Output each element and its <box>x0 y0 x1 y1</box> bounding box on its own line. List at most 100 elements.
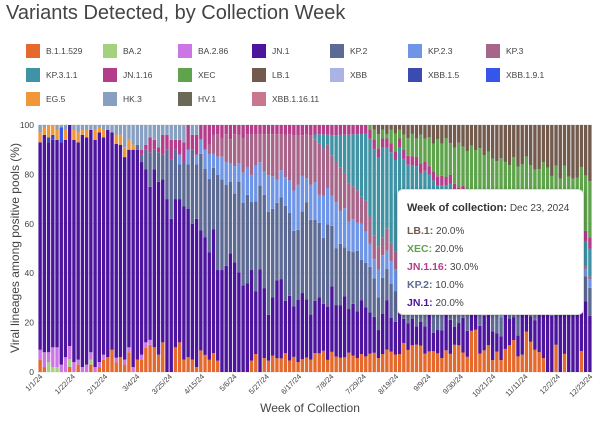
bar-segment[interactable] <box>287 125 292 135</box>
bar-segment[interactable] <box>359 354 364 372</box>
bar-stack[interactable] <box>266 125 271 372</box>
bar-segment[interactable] <box>512 339 516 372</box>
bar-segment[interactable] <box>397 354 402 372</box>
bar-segment[interactable] <box>512 125 516 158</box>
bar-segment[interactable] <box>139 162 144 355</box>
bar-segment[interactable] <box>431 332 436 352</box>
bar-stack[interactable] <box>161 125 165 372</box>
bar-segment[interactable] <box>372 259 376 279</box>
bar-segment[interactable] <box>177 125 182 140</box>
bar-segment[interactable] <box>558 312 562 372</box>
bar-segment[interactable] <box>486 345 491 372</box>
bar-stack[interactable] <box>80 125 85 372</box>
bar-segment[interactable] <box>135 149 140 360</box>
bar-segment[interactable] <box>156 152 161 182</box>
bar-stack[interactable] <box>194 125 199 372</box>
bar-segment[interactable] <box>583 301 588 372</box>
bar-segment[interactable] <box>144 144 148 150</box>
bar-segment[interactable] <box>131 367 135 372</box>
bar-segment[interactable] <box>97 362 102 368</box>
bar-segment[interactable] <box>452 326 457 345</box>
bar-segment[interactable] <box>194 134 199 155</box>
bar-segment[interactable] <box>520 311 524 355</box>
bar-segment[interactable] <box>38 132 42 143</box>
bar-segment[interactable] <box>232 166 237 194</box>
bar-segment[interactable] <box>38 359 42 372</box>
bar-segment[interactable] <box>435 311 440 331</box>
bar-segment[interactable] <box>254 165 258 202</box>
bar-segment[interactable] <box>63 125 68 130</box>
legend-item[interactable]: EG.5 <box>26 92 65 106</box>
bar-segment[interactable] <box>562 285 567 354</box>
bar-segment[interactable] <box>410 156 414 166</box>
bar-segment[interactable] <box>385 125 389 134</box>
legend-item[interactable]: JN.1 <box>252 44 289 58</box>
bar-segment[interactable] <box>342 247 347 297</box>
bar-stack[interactable] <box>351 125 355 372</box>
bar-segment[interactable] <box>275 358 279 372</box>
bar-segment[interactable] <box>232 134 237 167</box>
bar-segment[interactable] <box>262 194 266 289</box>
bar-segment[interactable] <box>89 125 93 130</box>
legend-item[interactable]: BA.2 <box>103 44 141 58</box>
bar-segment[interactable] <box>63 139 68 358</box>
bar-segment[interactable] <box>300 293 304 360</box>
bar-segment[interactable] <box>414 138 419 158</box>
bar-segment[interactable] <box>148 344 152 372</box>
bar-segment[interactable] <box>89 359 93 365</box>
bar-segment[interactable] <box>410 345 414 372</box>
bar-segment[interactable] <box>423 161 427 171</box>
bar-segment[interactable] <box>385 228 389 251</box>
bar-segment[interactable] <box>469 125 474 146</box>
bar-segment[interactable] <box>342 296 347 358</box>
bar-segment[interactable] <box>68 366 72 372</box>
bar-segment[interactable] <box>194 164 199 219</box>
bar-segment[interactable] <box>292 230 296 307</box>
bar-segment[interactable] <box>220 270 224 372</box>
bar-stack[interactable] <box>186 125 190 372</box>
bar-segment[interactable] <box>402 342 406 372</box>
bar-segment[interactable] <box>313 125 317 135</box>
bar-segment[interactable] <box>199 230 203 351</box>
bar-segment[interactable] <box>419 134 423 164</box>
bar-segment[interactable] <box>554 344 558 372</box>
bar-segment[interactable] <box>380 354 385 372</box>
bar-segment[interactable] <box>583 125 588 176</box>
legend-item[interactable]: KP.3.1.1 <box>26 68 78 82</box>
bar-segment[interactable] <box>347 125 351 135</box>
bar-segment[interactable] <box>427 137 431 167</box>
bar-segment[interactable] <box>402 318 406 343</box>
bar-segment[interactable] <box>507 125 512 166</box>
bar-segment[interactable] <box>199 139 203 154</box>
bar-stack[interactable] <box>63 125 68 372</box>
bar-segment[interactable] <box>237 182 241 273</box>
bar-segment[interactable] <box>287 295 292 361</box>
bar-segment[interactable] <box>258 269 262 372</box>
bar-stack[interactable] <box>118 125 123 372</box>
bar-stack[interactable] <box>224 125 228 372</box>
bar-segment[interactable] <box>296 125 300 135</box>
bar-segment[interactable] <box>161 134 165 155</box>
bar-segment[interactable] <box>380 138 385 148</box>
bar-segment[interactable] <box>334 248 338 306</box>
bar-segment[interactable] <box>80 367 85 372</box>
bar-segment[interactable] <box>287 180 292 213</box>
bar-segment[interactable] <box>317 194 321 223</box>
bar-segment[interactable] <box>440 125 444 144</box>
bar-segment[interactable] <box>355 190 359 223</box>
bar-segment[interactable] <box>330 135 334 156</box>
bar-segment[interactable] <box>245 134 250 167</box>
bar-segment[interactable] <box>237 163 241 182</box>
bar-stack[interactable] <box>46 125 51 372</box>
bar-segment[interactable] <box>207 144 211 155</box>
bar-segment[interactable] <box>97 125 102 128</box>
bar-segment[interactable] <box>503 348 507 372</box>
bar-stack[interactable] <box>135 125 140 372</box>
bar-segment[interactable] <box>216 174 220 271</box>
bar-segment[interactable] <box>520 125 524 164</box>
bar-segment[interactable] <box>478 307 482 326</box>
bar-segment[interactable] <box>380 147 385 238</box>
bar-segment[interactable] <box>59 125 63 128</box>
bar-segment[interactable] <box>123 157 127 360</box>
bar-segment[interactable] <box>317 125 321 135</box>
